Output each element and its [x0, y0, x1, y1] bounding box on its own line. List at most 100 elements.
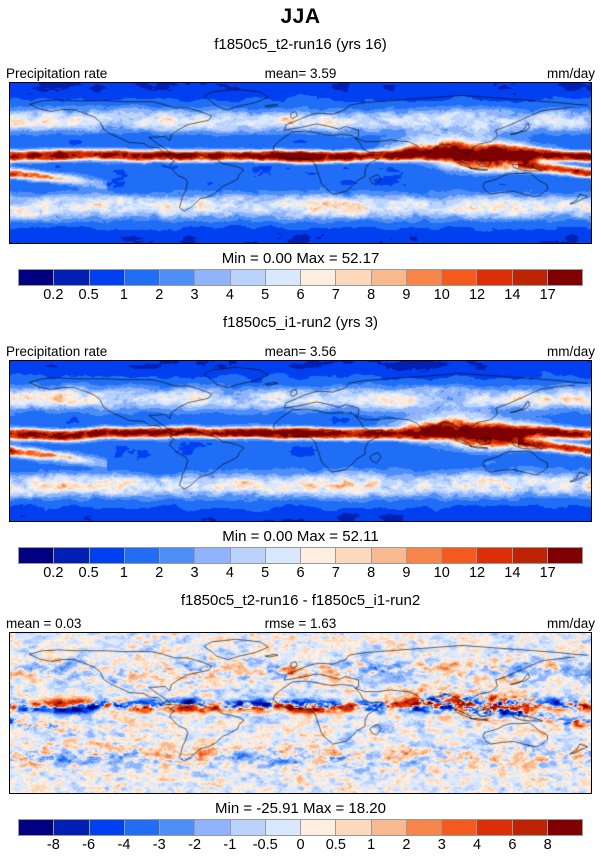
colorbar-segment-3	[124, 270, 160, 285]
colorbar-tick-14: 8	[543, 837, 552, 853]
panel-test-minmax: Min = 0.00 Max = 52.17	[221, 250, 380, 267]
panel-difference-minmax: Min = -25.91 Max = 18.20	[215, 800, 386, 817]
colorbar-tick-1: 0.5	[78, 565, 99, 581]
colorbar-tick-5: 4	[225, 565, 234, 581]
colorbar-segment-10	[371, 548, 407, 563]
colorbar-tick-0: 0.2	[43, 565, 64, 581]
colorbar-segment-2	[89, 270, 125, 285]
colorbar-segment-5	[195, 270, 231, 285]
colorbar-segment-4	[160, 548, 196, 563]
colorbar-control-strip[interactable]	[18, 547, 583, 564]
colorbar-tick-1: 0.5	[78, 287, 99, 303]
colorbar-segment-15	[547, 270, 582, 285]
colorbar-segment-5	[195, 548, 231, 563]
colorbar-tick-12: 4	[473, 837, 482, 853]
colorbar-segment-6	[230, 548, 266, 563]
map-test[interactable]	[9, 82, 592, 244]
colorbar-tick-14: 17	[539, 565, 556, 581]
colorbar-tick-10: 9	[402, 565, 411, 581]
colorbar-test-strip[interactable]	[18, 269, 583, 286]
panel-title-difference: f1850c5_t2-run16 - f1850c5_i1-run2	[180, 592, 421, 609]
panel-difference-units-label: mm/day	[546, 616, 595, 631]
panel-difference-rmse-label: rmse = 1.63	[264, 616, 337, 631]
colorbar-segment-12	[442, 548, 478, 563]
panel-control-minmax: Min = 0.00 Max = 52.11	[222, 528, 379, 545]
colorbar-difference-strip[interactable]	[18, 819, 583, 836]
season-title: JJA	[280, 5, 321, 28]
colorbar-segment-1	[54, 820, 90, 835]
colorbar-segment-12	[442, 820, 478, 835]
colorbar-segment-7	[265, 548, 301, 563]
panel-control-mean-label: mean= 3.56	[264, 344, 337, 359]
colorbar-segment-0	[19, 548, 55, 563]
colorbar-tick-4: -2	[188, 837, 202, 853]
colorbar-segment-4	[160, 270, 196, 285]
colorbar-segment-0	[19, 820, 55, 835]
colorbar-segment-7	[265, 820, 301, 835]
colorbar-tick-3: -3	[152, 837, 166, 853]
map-difference[interactable]	[9, 632, 592, 794]
colorbar-segment-2	[89, 548, 125, 563]
colorbar-tick-6: 5	[261, 287, 270, 303]
colorbar-segment-13	[477, 820, 513, 835]
panel-difference-mean-label: mean = 0.03	[6, 616, 82, 631]
colorbar-tick-2: -4	[117, 837, 131, 853]
colorbar-segment-8	[301, 820, 337, 835]
colorbar-tick-9: 1	[367, 837, 376, 853]
colorbar-segment-1	[54, 270, 90, 285]
colorbar-segment-12	[442, 270, 478, 285]
panel-title-control: f1850c5_i1-run2 (yrs 3)	[222, 314, 379, 331]
panel-title-test: f1850c5_t2-run16 (yrs 16)	[214, 36, 387, 53]
colorbar-tick-13: 14	[504, 565, 521, 581]
colorbar-tick-14: 17	[539, 287, 556, 303]
panel-test-mean-label: mean= 3.59	[264, 66, 337, 81]
map-control-canvas	[10, 361, 591, 521]
colorbar-segment-14	[512, 270, 548, 285]
colorbar-segment-0	[19, 270, 55, 285]
colorbar-segment-2	[89, 820, 125, 835]
colorbar-tick-12: 12	[468, 565, 486, 581]
colorbar-tick-8: 7	[331, 565, 340, 581]
colorbar-segment-15	[547, 820, 582, 835]
colorbar-tick-7: 0	[296, 837, 305, 853]
colorbar-tick-9: 8	[367, 287, 376, 303]
colorbar-segment-11	[406, 548, 442, 563]
colorbar-segment-9	[336, 548, 372, 563]
colorbar-segment-10	[371, 270, 407, 285]
colorbar-segment-10	[371, 820, 407, 835]
map-control[interactable]	[9, 360, 592, 522]
colorbar-tick-12: 12	[468, 287, 486, 303]
colorbar-segment-6	[230, 820, 266, 835]
colorbar-tick-11: 3	[437, 837, 446, 853]
colorbar-tick-7: 6	[296, 565, 305, 581]
colorbar-control-ticks: 0.2 0.5 1 2 3 4 5 6 7 8 9 10 12 14 17	[18, 564, 583, 584]
colorbar-tick-9: 8	[367, 565, 376, 581]
colorbar-difference[interactable]: -8 -6 -4 -3 -2 -1 -0.5 0 0.5 1 2 3 4 6 8	[18, 819, 583, 856]
colorbar-segment-9	[336, 270, 372, 285]
colorbar-segment-13	[477, 270, 513, 285]
map-test-canvas	[10, 83, 591, 243]
panel-control-variable-label: Precipitation rate	[6, 344, 108, 359]
colorbar-segment-1	[54, 548, 90, 563]
colorbar-segment-14	[512, 820, 548, 835]
colorbar-tick-2: 1	[119, 287, 128, 303]
colorbar-segment-13	[477, 548, 513, 563]
colorbar-segment-11	[406, 270, 442, 285]
colorbar-tick-4: 3	[190, 287, 199, 303]
panel-control-units-label: mm/day	[546, 344, 595, 359]
colorbar-segment-5	[195, 820, 231, 835]
colorbar-test[interactable]: 0.2 0.5 1 2 3 4 5 6 7 8 9 10 12 14 17	[18, 269, 583, 306]
colorbar-test-ticks: 0.2 0.5 1 2 3 4 5 6 7 8 9 10 12 14 17	[18, 286, 583, 306]
colorbar-segment-15	[547, 548, 582, 563]
colorbar-segment-11	[406, 820, 442, 835]
colorbar-tick-6: 5	[261, 565, 270, 581]
colorbar-segment-7	[265, 270, 301, 285]
colorbar-tick-13: 6	[508, 837, 517, 853]
colorbar-segment-3	[124, 548, 160, 563]
colorbar-control[interactable]: 0.2 0.5 1 2 3 4 5 6 7 8 9 10 12 14 17	[18, 547, 583, 584]
colorbar-tick-10: 2	[402, 837, 411, 853]
colorbar-tick-5: 4	[225, 287, 234, 303]
colorbar-tick-0: 0.2	[43, 287, 64, 303]
panel-test-units-label: mm/day	[546, 66, 595, 81]
colorbar-segment-8	[301, 270, 337, 285]
